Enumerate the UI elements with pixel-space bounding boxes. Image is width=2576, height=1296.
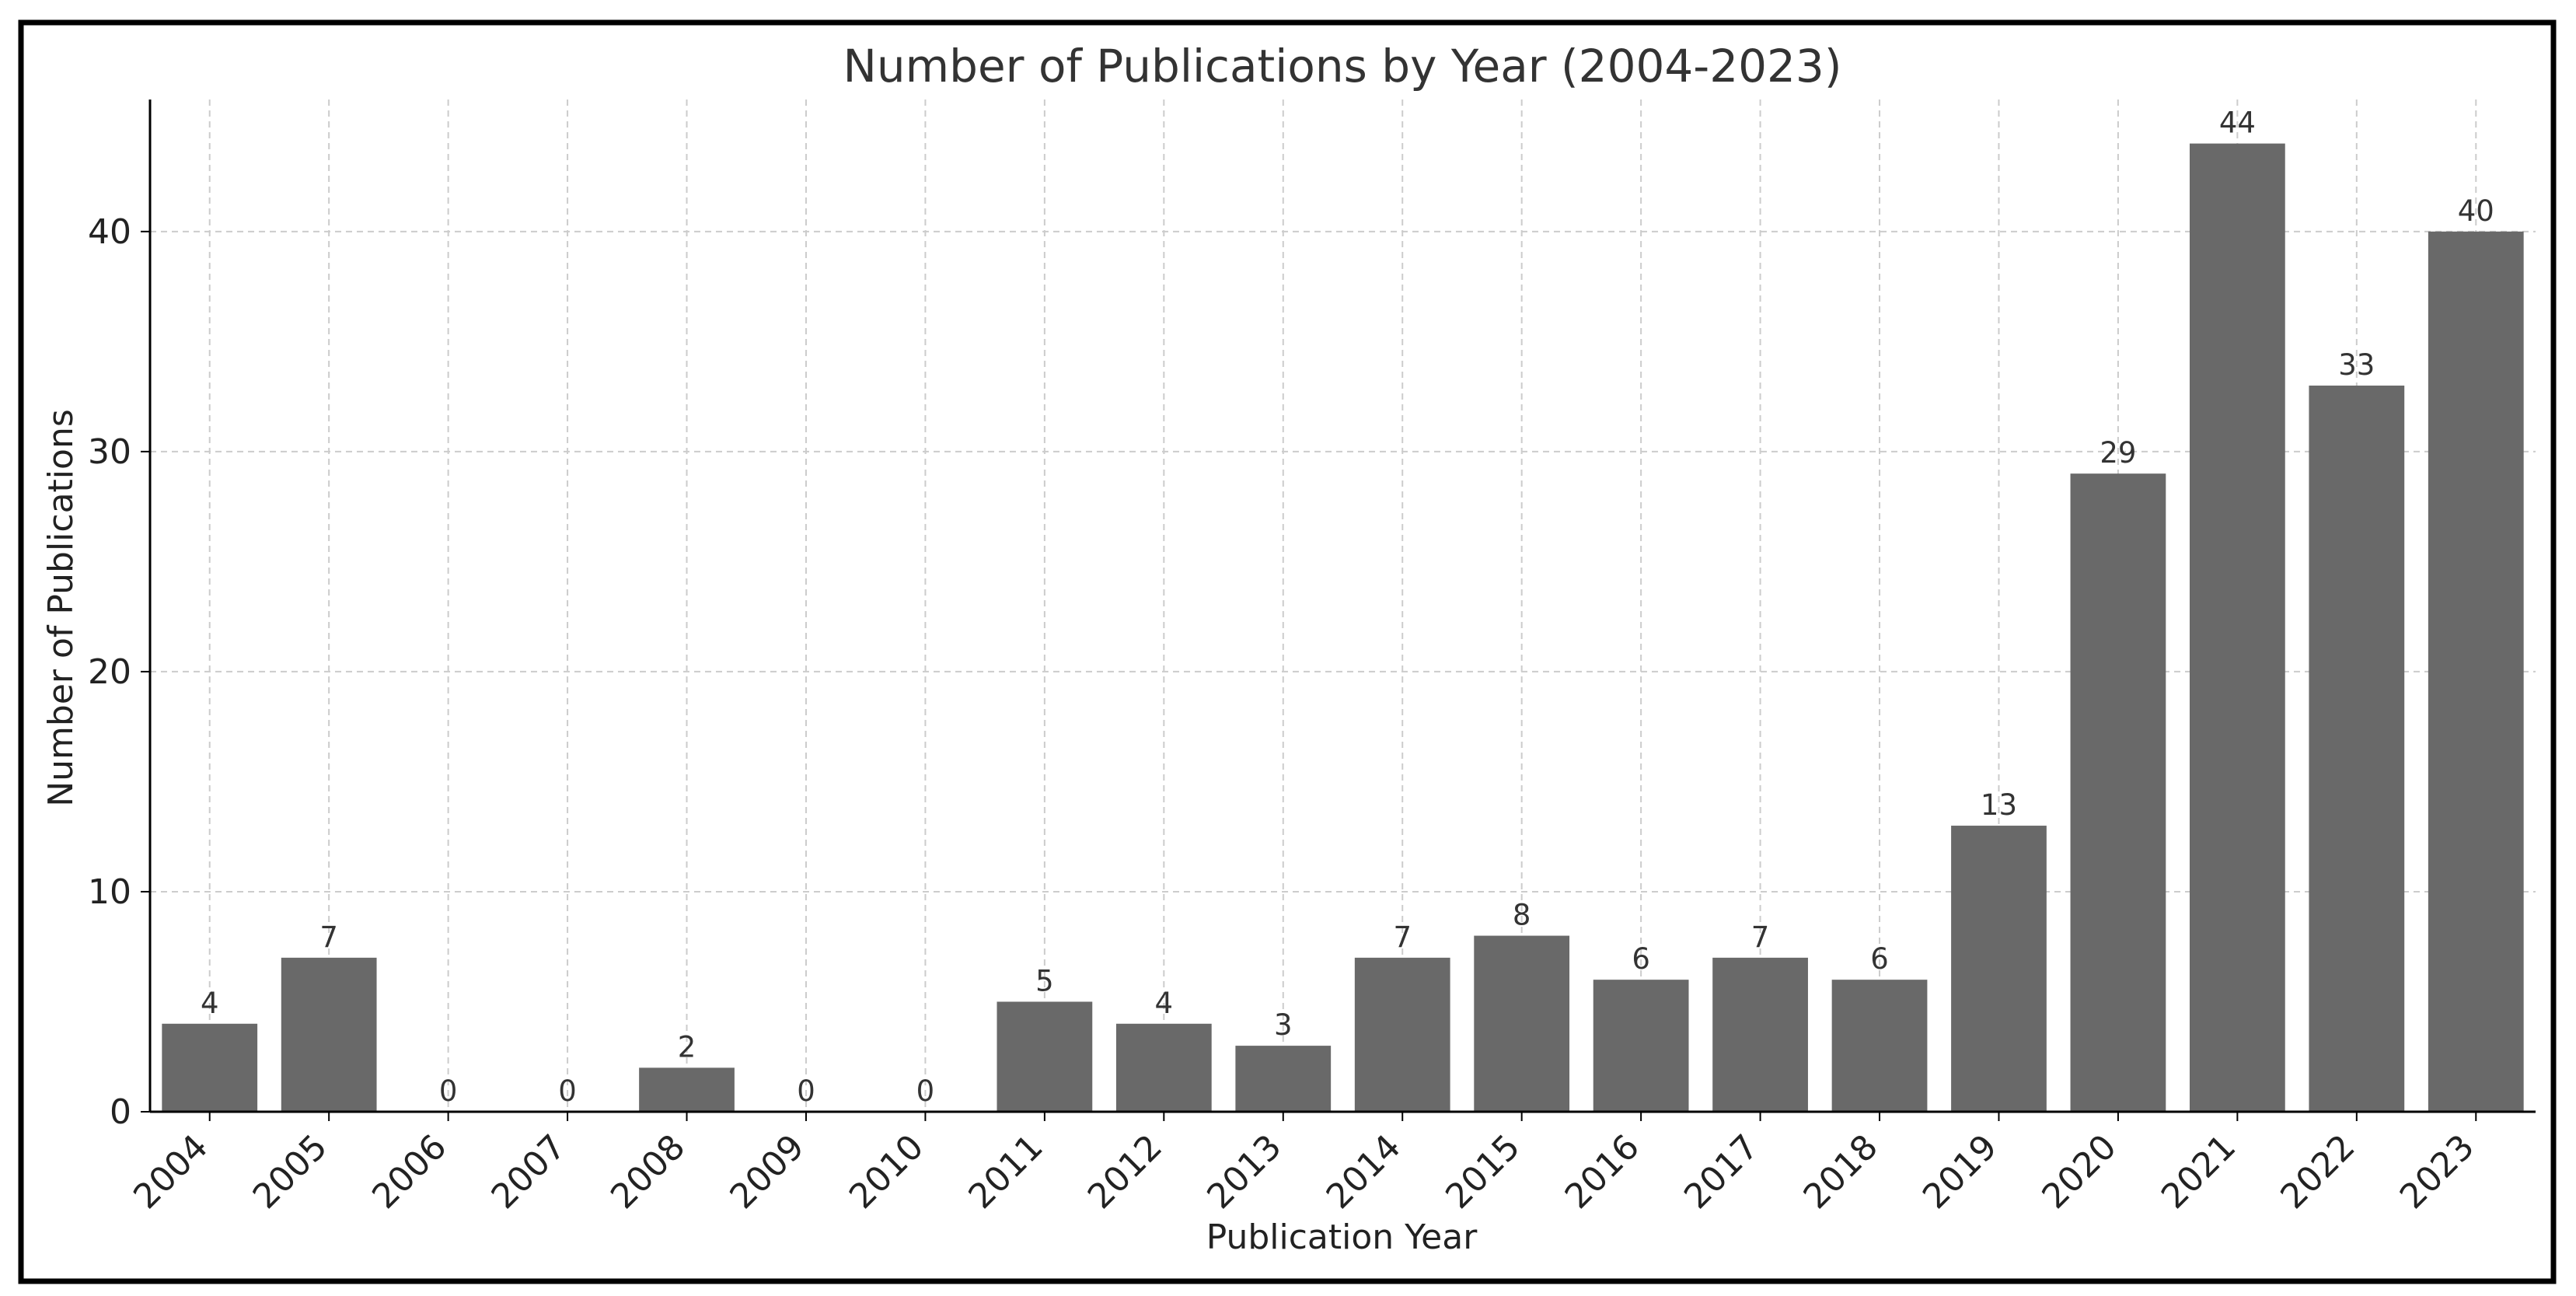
data-label-2019: 13 [1981,788,2017,822]
bar-2021 [2189,143,2285,1113]
bar-2015 [1474,935,1570,1112]
y-tick-label: 40 [88,212,131,252]
bar-2017 [1712,957,1808,1112]
bar-2016 [1593,980,1689,1112]
y-tick-label: 20 [88,652,131,692]
data-label-2007: 0 [558,1074,577,1108]
bar-2022 [2309,385,2405,1112]
data-label-2005: 7 [319,920,338,954]
y-axis-title: Number of Publications [41,409,81,807]
chart-title: Number of Publications by Year (2004-202… [843,40,1842,93]
data-label-2011: 5 [1035,964,1054,997]
data-label-2014: 7 [1393,920,1412,954]
data-label-2013: 3 [1274,1008,1293,1042]
axes [148,100,2536,1113]
data-label-2022: 33 [2338,348,2375,382]
data-label-2015: 8 [1513,899,1531,932]
data-label-2018: 6 [1870,942,1889,976]
data-labels: 4 7 0 0 2 0 0 5 4 3 7 8 6 7 6 13 29 44 33 40 [201,107,2494,1108]
data-label-2008: 2 [678,1030,696,1064]
x-axis-title: Publication Year [1206,1217,1478,1257]
y-tick-labels: 0 10 20 30 40 [88,212,150,1132]
data-label-2006: 0 [439,1074,458,1108]
y-tick-label: 30 [88,432,131,472]
bar-2020 [2070,473,2166,1112]
data-label-2021: 44 [2219,107,2256,140]
bars [162,143,2524,1113]
y-tick-label: 0 [110,1092,131,1132]
bar-2011 [997,1001,1093,1112]
data-label-2017: 7 [1751,920,1770,954]
bar-2012 [1115,1023,1212,1112]
bar-2018 [1831,980,1928,1112]
data-label-2009: 0 [797,1074,815,1108]
bar-2014 [1354,957,1450,1112]
bar-2005 [281,957,377,1112]
y-tick-label: 10 [88,872,131,912]
bar-2023 [2428,231,2524,1113]
data-label-2010: 0 [916,1074,935,1108]
data-label-2016: 6 [1632,942,1650,976]
data-label-2023: 40 [2458,194,2494,228]
bar-2019 [1951,826,2047,1112]
bar-2013 [1235,1046,1332,1112]
data-label-2012: 4 [1155,987,1174,1020]
data-label-2020: 29 [2100,436,2136,470]
bar-2008 [639,1067,735,1112]
data-label-2004: 4 [201,987,219,1020]
bar-2004 [162,1023,258,1112]
